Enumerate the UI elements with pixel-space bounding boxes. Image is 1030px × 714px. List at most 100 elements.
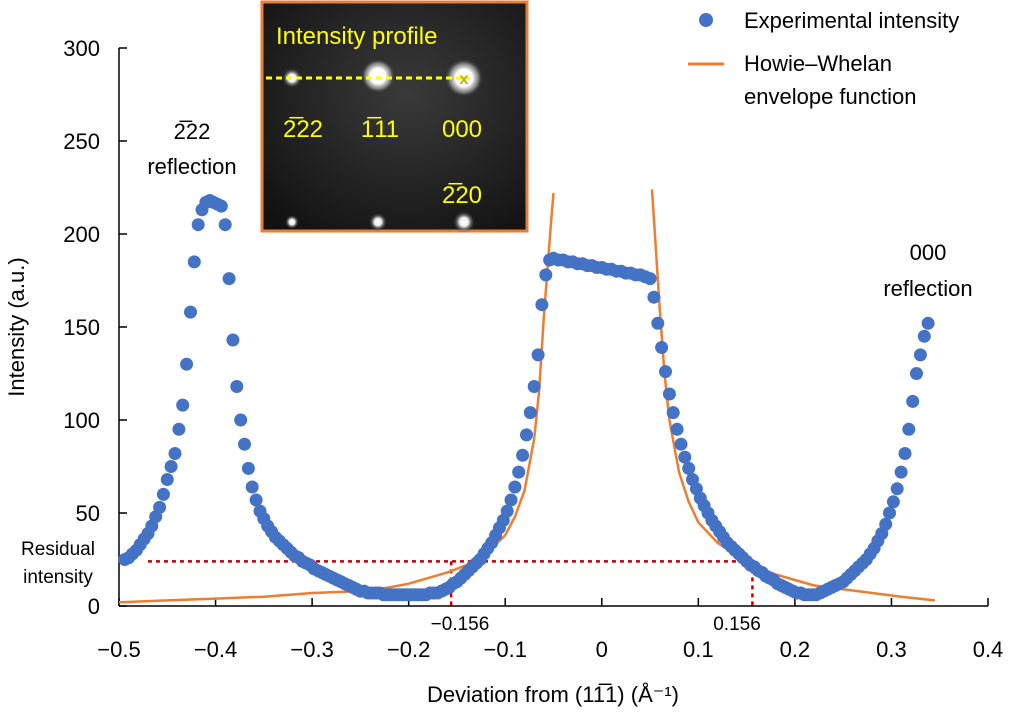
data-point (241, 461, 255, 475)
data-point (535, 298, 549, 312)
inset-title: Intensity profile (276, 23, 437, 50)
data-point (184, 305, 197, 319)
data-point (172, 422, 186, 436)
data-point (894, 465, 908, 479)
center-marker: x (460, 71, 469, 88)
x-axis-label: Deviation from (11̅1) (Å⁻¹) (427, 682, 679, 707)
data-point (678, 450, 692, 464)
data-point (218, 218, 232, 232)
data-point (906, 394, 920, 408)
data-point (674, 437, 688, 451)
data-point (222, 272, 236, 286)
x-tick-label: 0.1 (683, 637, 714, 662)
y-tick-label: 0 (88, 594, 100, 619)
data-point (659, 365, 672, 379)
tick-labels: −0.5 −0.4 −0.3 −0.2 −0.1 0 0.1 0.2 0.3 0.4 0 50 100 1… (63, 36, 1003, 662)
inset-label-220: 2̅20 (442, 182, 482, 209)
x-tick-label: −0.1 (484, 637, 527, 662)
inset-diffraction: x Intensity profile 2̅22 1̅11 000 2̅20 (260, 0, 529, 233)
left-peak-label-line1: 2̅22 (174, 119, 211, 144)
diffraction-spot (361, 59, 395, 93)
legend-label-experimental: Experimental intensity (744, 8, 959, 33)
y-tick-label: 250 (63, 129, 100, 154)
data-point (879, 517, 893, 531)
data-point (226, 333, 240, 347)
data-point (520, 428, 533, 442)
data-point (655, 341, 669, 354)
data-point (523, 406, 537, 420)
x-tick-label: −0.5 (97, 637, 140, 662)
y-tick-label: 100 (63, 408, 100, 433)
x-tick-label: 0.4 (973, 637, 1004, 662)
data-point (643, 272, 657, 286)
data-point (917, 329, 931, 343)
data-point (682, 461, 696, 475)
data-point (176, 398, 190, 412)
envelope-curve (650, 189, 936, 602)
data-point (512, 465, 526, 479)
diffraction-spot (285, 215, 299, 229)
legend-label-envelope-line1: Howie–Whelan (744, 51, 892, 76)
data-point (886, 495, 900, 509)
y-tick-label: 300 (63, 36, 100, 61)
data-point (234, 413, 248, 427)
diffraction-spot (369, 213, 387, 231)
data-point (214, 199, 228, 213)
data-point (187, 255, 201, 269)
right-peak-label-line2: reflection (883, 276, 972, 301)
data-point (230, 380, 244, 393)
x-tick-label: −0.2 (387, 637, 430, 662)
diffraction-spot (453, 211, 475, 233)
data-point (539, 268, 553, 282)
legend-label-envelope-line2: envelope function (744, 84, 916, 109)
data-point (245, 480, 259, 494)
experimental-series (118, 194, 935, 602)
y-tick-label: 50 (76, 501, 100, 526)
inset-label-222: 2̅22 (283, 116, 323, 143)
data-point (662, 387, 676, 401)
data-point (238, 437, 251, 451)
y-tick-label: 200 (63, 222, 100, 247)
data-point (670, 422, 684, 436)
x-tick-label: 0.2 (780, 637, 811, 662)
envelope-series (118, 189, 936, 604)
data-point (890, 482, 904, 496)
data-point (898, 447, 912, 460)
data-point (249, 493, 263, 507)
legend-marker-experimental (699, 13, 713, 27)
inset-label-111: 1̅11 (361, 116, 399, 143)
inset-frame (260, 0, 529, 233)
data-point (156, 487, 170, 501)
data-point (516, 448, 530, 462)
data-point (921, 316, 935, 330)
data-point (527, 380, 541, 393)
data-point (902, 422, 916, 436)
diffraction-spot (445, 59, 483, 97)
data-point (647, 290, 661, 304)
legend: Experimental intensity Howie–Whelan enve… (688, 8, 959, 109)
right-peak-label-line1: 000 (910, 240, 947, 265)
data-point (164, 460, 178, 473)
x-tick-label: −0.4 (194, 637, 237, 662)
data-point (180, 357, 194, 371)
data-point (504, 493, 518, 507)
x-tick-label: −0.3 (290, 637, 333, 662)
residual-label-line1: Residual (21, 539, 95, 560)
x-tick-label: 0 (596, 637, 608, 662)
data-point (651, 316, 665, 330)
data-point (883, 506, 896, 520)
data-point (910, 367, 923, 380)
y-axis-label: Intensity (a.u.) (4, 257, 29, 396)
data-point (531, 348, 545, 362)
inset-label-000: 000 (442, 116, 482, 143)
data-point (153, 500, 167, 514)
ticks (118, 47, 989, 607)
data-point (168, 447, 182, 460)
data-point (913, 348, 927, 362)
data-point (191, 218, 205, 232)
data-point (160, 473, 174, 486)
x-tick-label: 0.3 (876, 637, 907, 662)
residual-label-line2: intensity (23, 567, 93, 588)
left-peak-label-line2: reflection (147, 154, 236, 179)
